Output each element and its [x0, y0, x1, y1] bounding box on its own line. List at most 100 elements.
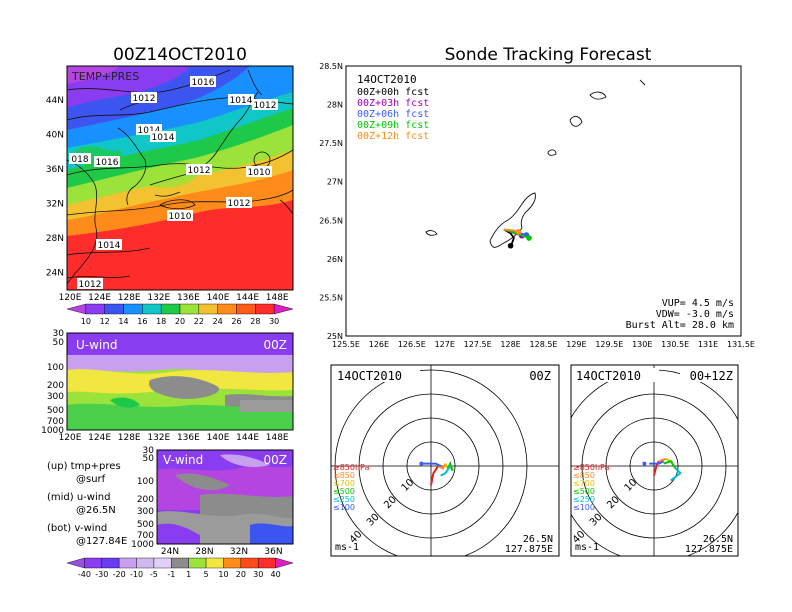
isobar-label: 1012	[186, 164, 212, 176]
isobar-labels: 1012 1016 1014 1012 1014 1014 018 1016 1…	[69, 76, 278, 290]
lon-tick-label: 126E	[369, 340, 389, 349]
svg-text:≥850hPa: ≥850hPa	[333, 463, 370, 472]
colorbar-swatch	[258, 557, 276, 569]
hodograph-start	[642, 461, 647, 466]
svg-text:1012: 1012	[228, 199, 251, 209]
lon-tick-label: 148E	[266, 293, 289, 303]
svg-text:1014: 1014	[98, 241, 121, 251]
hodo-right-level-legend: ≥850hPa ≤850 ≤700 ≤500 ≤250 ≤100	[573, 463, 610, 512]
svg-text:1016: 1016	[192, 78, 215, 88]
svg-text:1014: 1014	[230, 96, 253, 106]
colorbar-label: -1	[167, 570, 175, 579]
colorbar-label: 26	[231, 317, 241, 326]
hodo-right-lon: 127.875E	[685, 544, 733, 555]
track-date: 14OCT2010	[357, 73, 417, 86]
vup-value: VUP= 4.5 m/s	[662, 298, 734, 309]
colorbar-swatch	[255, 303, 275, 315]
isobar-label: 1012	[252, 99, 278, 111]
hodograph-trace	[430, 465, 440, 486]
colorbar-swatch	[171, 557, 189, 569]
colorbar-swatch	[223, 557, 242, 569]
isobar-label: 018	[69, 153, 91, 165]
hodo-left-unit: ms-1	[335, 542, 359, 553]
colorbar-label: -5	[150, 570, 158, 579]
colorbar-swatch	[236, 303, 256, 315]
lat-tick-label: 32N	[230, 547, 248, 557]
note-mid-level: @26.5N	[76, 505, 116, 516]
lon-tick-label: 128E	[500, 340, 520, 349]
lat-tick-label: 24N	[46, 269, 64, 279]
island-coastlines	[425, 79, 646, 248]
svg-text:1012: 1012	[254, 101, 277, 111]
svg-text:1016: 1016	[96, 158, 119, 168]
hodograph-trace	[670, 467, 682, 482]
lat-tick-label: 24N	[161, 547, 179, 557]
lon-tick-label: 136E	[177, 433, 200, 443]
svg-text:≤250: ≤250	[573, 495, 595, 504]
svg-text:1014: 1014	[138, 126, 161, 136]
colorbar-swatch	[142, 303, 162, 315]
colorbar-label: -10	[130, 570, 143, 579]
pressure-tick-label: 300	[137, 507, 154, 517]
isobar-label: 1016	[190, 76, 216, 88]
colorbar-swatch	[179, 303, 200, 315]
note-bot-level: @127.84E	[76, 536, 127, 547]
svg-text:≥850hPa: ≥850hPa	[573, 463, 610, 472]
lat-tick-label: 44N	[46, 96, 64, 106]
colorbar-label: 22	[194, 317, 204, 326]
colorbar-label: 40	[271, 570, 281, 579]
colorbar-label: -40	[78, 570, 91, 579]
lon-tick-label: 120E	[59, 293, 82, 303]
colorbar-label: 30	[253, 570, 263, 579]
svg-text:1014: 1014	[152, 133, 175, 143]
note-bot: (bot) v-wind	[47, 523, 107, 534]
isobar-label: 1012	[226, 197, 252, 209]
lon-tick-label: 140E	[207, 293, 230, 303]
lon-tick-label: 130E	[632, 340, 652, 349]
note-mid: (mid) u-wind	[47, 492, 110, 503]
colorbar-swatch	[84, 557, 102, 569]
lon-tick-label: 126.5E	[398, 340, 426, 349]
hodograph-trace	[658, 457, 667, 463]
colorbar-label: 5	[204, 570, 209, 579]
svg-text:≤500: ≤500	[573, 487, 595, 496]
lat-tick-label: 27N	[327, 178, 343, 187]
pressure-tick-label: 100	[137, 477, 154, 487]
pressure-tick-label: 300	[47, 392, 64, 402]
svg-text:≤700: ≤700	[333, 479, 355, 488]
legend-09h: 00Z+09h fcst	[357, 120, 429, 131]
colorbar-swatch	[104, 303, 124, 315]
lat-tick-label: 25N	[327, 332, 343, 341]
svg-text:1010: 1010	[248, 168, 271, 178]
legend-03h: 00Z+03h fcst	[357, 98, 429, 109]
colorbar-label: 30	[269, 317, 279, 326]
svg-text:1012: 1012	[79, 280, 102, 290]
lat-tick-label: 27.5N	[319, 139, 343, 148]
v-wind-time: 00Z	[264, 453, 288, 467]
pressure-tick-label: 50	[143, 454, 155, 464]
burst-point	[526, 235, 532, 241]
colorbar-swatch	[275, 557, 294, 569]
colorbar-swatch	[66, 557, 85, 569]
lon-tick-label: 136E	[177, 293, 200, 303]
hodo-right-lat: 26.5N	[703, 534, 733, 545]
colorbar-label: 20	[236, 570, 246, 579]
pressure-tick-label: 100	[47, 363, 64, 373]
svg-text:≤700: ≤700	[573, 479, 595, 488]
note-up: (up) tmp+pres	[47, 461, 121, 472]
svg-text:≤850: ≤850	[333, 471, 355, 480]
colorbar-label: 10	[218, 570, 228, 579]
hodograph-trace	[663, 460, 677, 469]
lat-tick-label: 32N	[46, 200, 64, 210]
isobar-label: 1016	[94, 156, 120, 168]
hodo-left-level-legend: ≥850hPa ≤850 ≤700 ≤500 ≤250 ≤100	[333, 463, 370, 512]
colorbar-label: 1	[186, 570, 191, 579]
lat-tick-label: 40N	[46, 131, 64, 141]
